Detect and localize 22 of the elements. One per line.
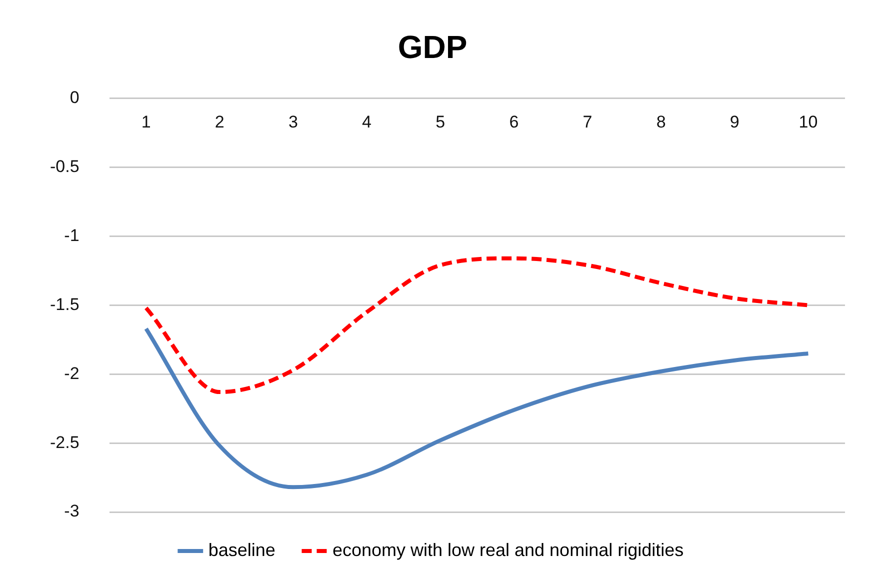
x-tick-label: 3 [288,112,298,132]
x-tick-label: 6 [509,112,519,132]
y-tick-label: -3 [64,502,80,521]
line-series [144,256,810,394]
x-tick-label: 2 [214,112,224,132]
y-tick-label: -1.5 [50,294,80,314]
y-tick-label: -2 [64,364,80,383]
x-tick-label: 5 [436,112,446,132]
y-tick-label: -2.5 [50,432,80,452]
chart-title: GDP [398,29,468,66]
x-tick-label: 10 [798,112,818,132]
line-series [144,326,810,490]
x-tick-label: 4 [362,112,372,132]
x-tick-label: 8 [656,112,666,132]
legend-label: economy with low real and nominal rigidities [332,540,684,560]
y-tick-label: -1 [64,226,80,245]
x-tick-label: 7 [582,112,592,132]
x-tick-label: 9 [730,112,740,132]
y-tick-label: -0.5 [50,157,80,176]
legend-label: baseline [208,540,276,560]
x-tick-label: 1 [141,112,151,132]
y-tick-label: 0 [70,88,80,108]
